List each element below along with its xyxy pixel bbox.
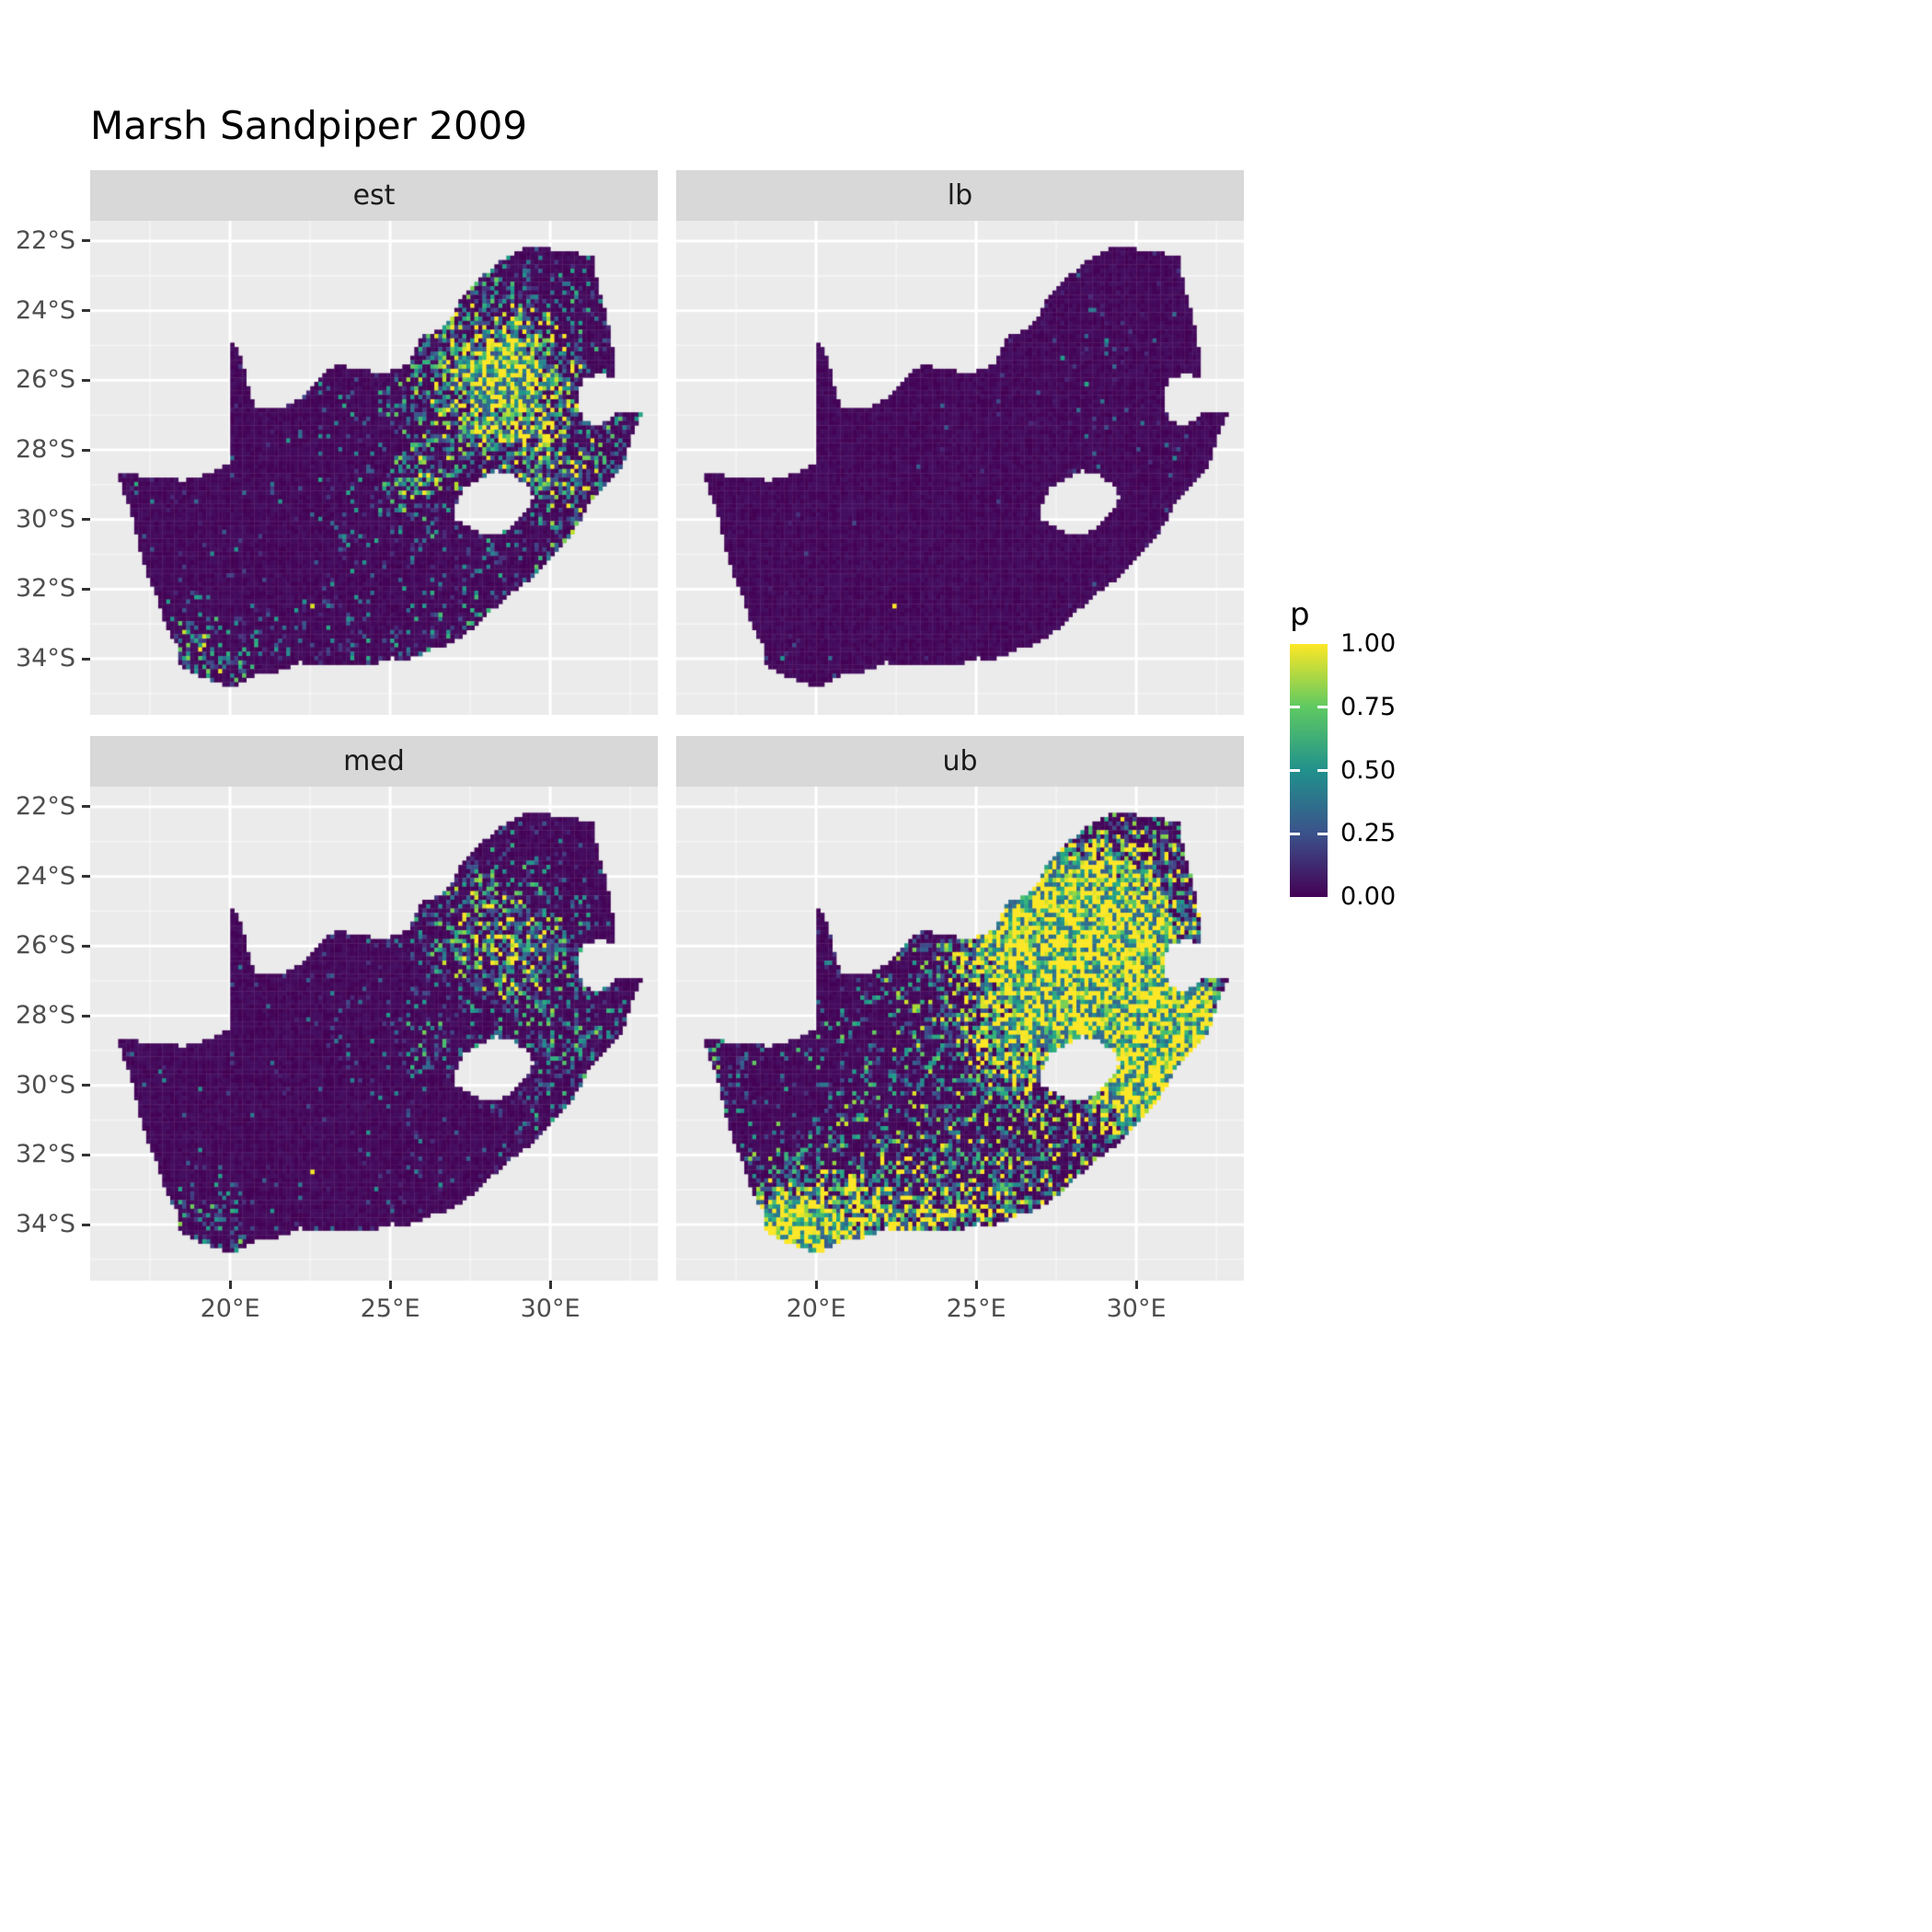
y-axis-tick-label: 26°S bbox=[16, 931, 75, 960]
y-axis-tick-label: 28°S bbox=[16, 435, 75, 464]
y-axis-tick-mark bbox=[82, 518, 90, 522]
legend-tick-mark bbox=[1290, 769, 1300, 772]
facet-map-ub bbox=[676, 787, 1244, 1281]
legend-tick-label: 0.75 bbox=[1340, 692, 1397, 721]
x-axis-tick-label: 30°E bbox=[520, 1294, 581, 1323]
y-axis-tick-mark bbox=[82, 657, 90, 661]
legend-tick-label: 0.00 bbox=[1340, 882, 1397, 911]
y-axis-tick-mark bbox=[82, 378, 90, 382]
facet-strip-label-ub: ub bbox=[942, 745, 978, 777]
x-axis-tick-mark bbox=[974, 1281, 978, 1289]
facet-strip-label-lb: lb bbox=[947, 179, 973, 212]
facet-strip-est: est bbox=[90, 170, 658, 221]
x-axis-tick-mark bbox=[548, 1281, 552, 1289]
legend-tick-label: 1.00 bbox=[1340, 629, 1397, 658]
facet-map-med bbox=[90, 787, 658, 1281]
plot-title: Marsh Sandpiper 2009 bbox=[90, 103, 528, 148]
y-axis-tick-mark bbox=[82, 875, 90, 879]
legend-tick-label: 0.50 bbox=[1340, 755, 1397, 785]
y-axis-tick-mark bbox=[82, 805, 90, 809]
x-axis-tick-mark bbox=[388, 1281, 392, 1289]
x-axis-tick-label: 25°E bbox=[946, 1294, 1006, 1323]
facet-strip-label-med: med bbox=[343, 745, 405, 777]
y-axis-tick-label: 24°S bbox=[16, 861, 75, 891]
y-axis-tick-label: 30°S bbox=[16, 504, 75, 534]
facet-strip-lb: lb bbox=[676, 170, 1244, 221]
facet-strip-label-est: est bbox=[352, 179, 396, 212]
x-axis-tick-label: 25°E bbox=[360, 1294, 420, 1323]
facet-map-est bbox=[90, 221, 658, 715]
y-axis-tick-label: 22°S bbox=[16, 791, 75, 821]
x-axis-tick-label: 20°E bbox=[200, 1294, 260, 1323]
y-axis-tick-label: 24°S bbox=[16, 295, 75, 325]
y-axis-tick-mark bbox=[82, 309, 90, 313]
facet-strip-ub: ub bbox=[676, 736, 1244, 787]
y-axis-tick-mark bbox=[82, 944, 90, 948]
y-axis-tick-mark bbox=[82, 448, 90, 452]
y-axis-tick-label: 28°S bbox=[16, 1001, 75, 1029]
y-axis-tick-mark bbox=[82, 239, 90, 243]
y-axis-tick-label: 30°S bbox=[16, 1070, 75, 1099]
y-axis-tick-mark bbox=[82, 587, 90, 591]
y-axis-tick-mark bbox=[82, 1084, 90, 1087]
facet-strip-med: med bbox=[90, 736, 658, 787]
y-axis-tick-label: 26°S bbox=[16, 365, 75, 395]
legend-tick-mark bbox=[1290, 832, 1300, 835]
x-axis-tick-mark bbox=[814, 1281, 818, 1289]
legend-tick-label: 0.25 bbox=[1340, 819, 1397, 848]
y-axis-tick-label: 32°S bbox=[16, 574, 75, 604]
legend-title: p bbox=[1290, 596, 1310, 633]
x-axis-tick-mark bbox=[1134, 1281, 1138, 1289]
legend-tick-mark bbox=[1290, 706, 1300, 709]
y-axis-tick-mark bbox=[82, 1014, 90, 1018]
y-axis-tick-mark bbox=[82, 1153, 90, 1156]
legend-tick-mark bbox=[1317, 769, 1328, 772]
legend-colorbar bbox=[1290, 644, 1328, 897]
y-axis-tick-label: 32°S bbox=[16, 1140, 75, 1169]
legend-tick-mark bbox=[1317, 832, 1328, 835]
x-axis-tick-label: 30°E bbox=[1106, 1294, 1167, 1323]
y-axis-tick-mark bbox=[82, 1223, 90, 1226]
y-axis-tick-label: 22°S bbox=[16, 225, 75, 255]
x-axis-tick-label: 20°E bbox=[786, 1294, 846, 1323]
facet-map-lb bbox=[676, 221, 1244, 715]
y-axis-tick-label: 34°S bbox=[16, 644, 75, 673]
legend-tick-mark bbox=[1317, 706, 1328, 709]
y-axis-tick-label: 34°S bbox=[16, 1210, 75, 1239]
x-axis-tick-mark bbox=[228, 1281, 232, 1289]
